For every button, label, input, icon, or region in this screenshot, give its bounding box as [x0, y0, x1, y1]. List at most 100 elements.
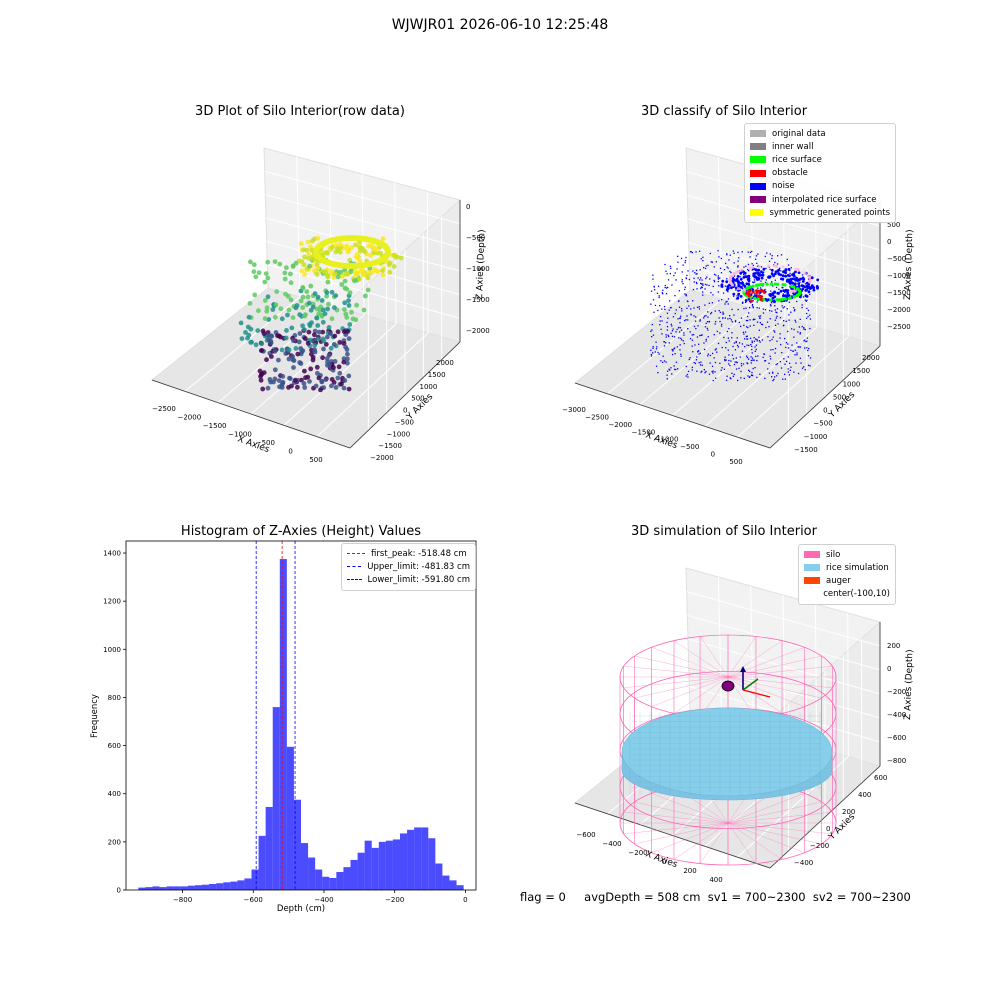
noise-point: [730, 360, 732, 362]
noise-point: [668, 342, 670, 344]
noise-point: [760, 323, 763, 325]
raw-point: [298, 361, 304, 366]
interpolated-point: [808, 278, 812, 282]
raw-point: [346, 386, 352, 392]
x-tick-label: −400: [602, 840, 621, 848]
noise-point: [793, 307, 795, 309]
noise-point: [727, 337, 729, 339]
noise-point: [794, 309, 796, 311]
raw-point: [345, 271, 350, 277]
noise-point: [769, 304, 772, 306]
noise-point: [787, 264, 790, 266]
noise-point: [736, 275, 740, 278]
raw-point: [344, 243, 350, 249]
raw-point: [297, 331, 303, 336]
noise-point: [712, 372, 714, 374]
noise-point: [680, 355, 682, 357]
raw-point: [387, 260, 393, 266]
noise-point: [717, 275, 719, 277]
raw-point: [256, 270, 262, 276]
noise-point: [760, 280, 762, 282]
silo-floor-spoke: [727, 822, 822, 845]
raw-point: [266, 317, 272, 322]
x-tick-label: −1000: [655, 436, 679, 444]
noise-point: [675, 361, 678, 363]
raw-point: [258, 377, 264, 383]
noise-point: [684, 260, 687, 262]
raw-point: [321, 269, 327, 275]
noise-point: [739, 276, 741, 278]
noise-point: [704, 283, 707, 286]
raw-point: [360, 267, 365, 273]
noise-point: [753, 324, 755, 326]
noise-point: [775, 317, 777, 319]
noise-point: [721, 323, 723, 325]
y-tick-label: −500: [395, 418, 414, 426]
noise-point: [746, 335, 748, 337]
noise-point: [744, 346, 746, 348]
raw-point: [270, 307, 276, 312]
noise-point: [749, 306, 751, 309]
silo-floor-spoke: [727, 793, 805, 824]
simulation-x-axis-label: X Axies: [644, 849, 679, 870]
noise-point: [807, 290, 811, 294]
legend-label: silo: [826, 549, 841, 560]
raw-point: [323, 342, 329, 347]
raw-point: [280, 374, 286, 379]
noise-point: [758, 315, 760, 317]
noise-point: [806, 307, 808, 310]
raw-point: [307, 263, 312, 269]
noise-point: [751, 352, 753, 354]
noise-point: [799, 281, 801, 283]
noise-point: [784, 337, 786, 340]
noise-point: [806, 286, 810, 290]
raw-point: [238, 320, 244, 326]
noise-point: [754, 293, 756, 295]
raw-point: [341, 356, 347, 361]
histogram-bar: [223, 882, 231, 890]
noise-point: [669, 300, 671, 302]
noise-point: [704, 326, 707, 328]
noise-point: [781, 352, 783, 354]
noise-point: [764, 255, 766, 258]
raw-point: [325, 279, 331, 285]
z-tick-label: −600: [887, 734, 906, 742]
rice-surface-point: [781, 283, 785, 287]
noise-point: [696, 370, 698, 372]
raw-point: [315, 323, 321, 328]
noise-point: [771, 338, 773, 341]
raw-point: [285, 312, 290, 318]
x-tick-label: −1500: [203, 422, 227, 430]
y-tick-label: −2000: [370, 454, 394, 462]
noise-point: [698, 353, 700, 355]
noise-point: [701, 279, 703, 281]
legend-item: obstacle: [750, 167, 890, 180]
noise-point: [713, 281, 716, 283]
raw-point: [291, 338, 296, 343]
raw-point: [324, 290, 330, 295]
z-tick-label: 0: [466, 203, 470, 211]
noise-point: [727, 349, 729, 351]
noise-point: [660, 360, 662, 362]
noise-point: [771, 257, 773, 260]
noise-point: [809, 318, 812, 320]
silo-floor-spoke: [634, 801, 729, 824]
noise-point: [801, 367, 804, 369]
interpolated-point: [803, 271, 807, 275]
silo-roof-spoke: [673, 676, 729, 714]
noise-point: [662, 293, 664, 295]
noise-point: [747, 319, 749, 322]
noise-point: [812, 286, 816, 289]
noise-point: [738, 257, 740, 259]
noise-point: [723, 269, 726, 271]
noise-point: [710, 311, 713, 314]
noise-point: [753, 281, 755, 284]
noise-point: [690, 313, 692, 315]
raw-point: [293, 305, 299, 311]
x-tick-label: −400: [314, 896, 333, 904]
rice-surface-point: [745, 286, 749, 291]
noise-point: [692, 270, 694, 272]
